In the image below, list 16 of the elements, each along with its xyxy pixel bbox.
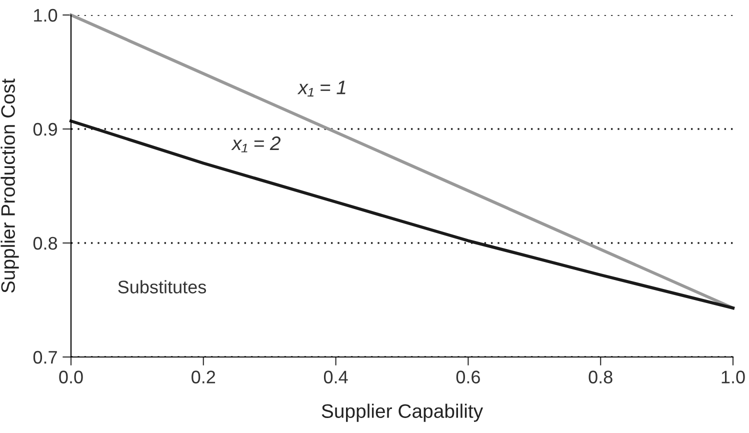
y-axis-title: Supplier Production Cost (0, 78, 19, 293)
x-tick-label: 0.0 (59, 370, 83, 384)
x-tick-label: 0.6 (456, 370, 480, 384)
series-label: x₁ = 1 (297, 80, 346, 96)
x-tick-label: 1.0 (722, 370, 745, 384)
y-tick-label: 0.7 (33, 350, 57, 364)
line-series (69, 119, 735, 310)
x-tick-label: 0.4 (324, 370, 348, 384)
y-tick-label: 1.0 (34, 8, 58, 22)
y-tick-label: 0.8 (33, 236, 58, 250)
x-tick-label: 0.8 (588, 370, 612, 384)
series-label: x₁ = 2 (231, 136, 280, 152)
annotation: Substitutes (118, 280, 206, 294)
y-tick-label: 0.9 (33, 122, 57, 136)
x-tick-label: 0.2 (192, 370, 216, 384)
x-axis-title: Supplier Capability (322, 404, 484, 422)
